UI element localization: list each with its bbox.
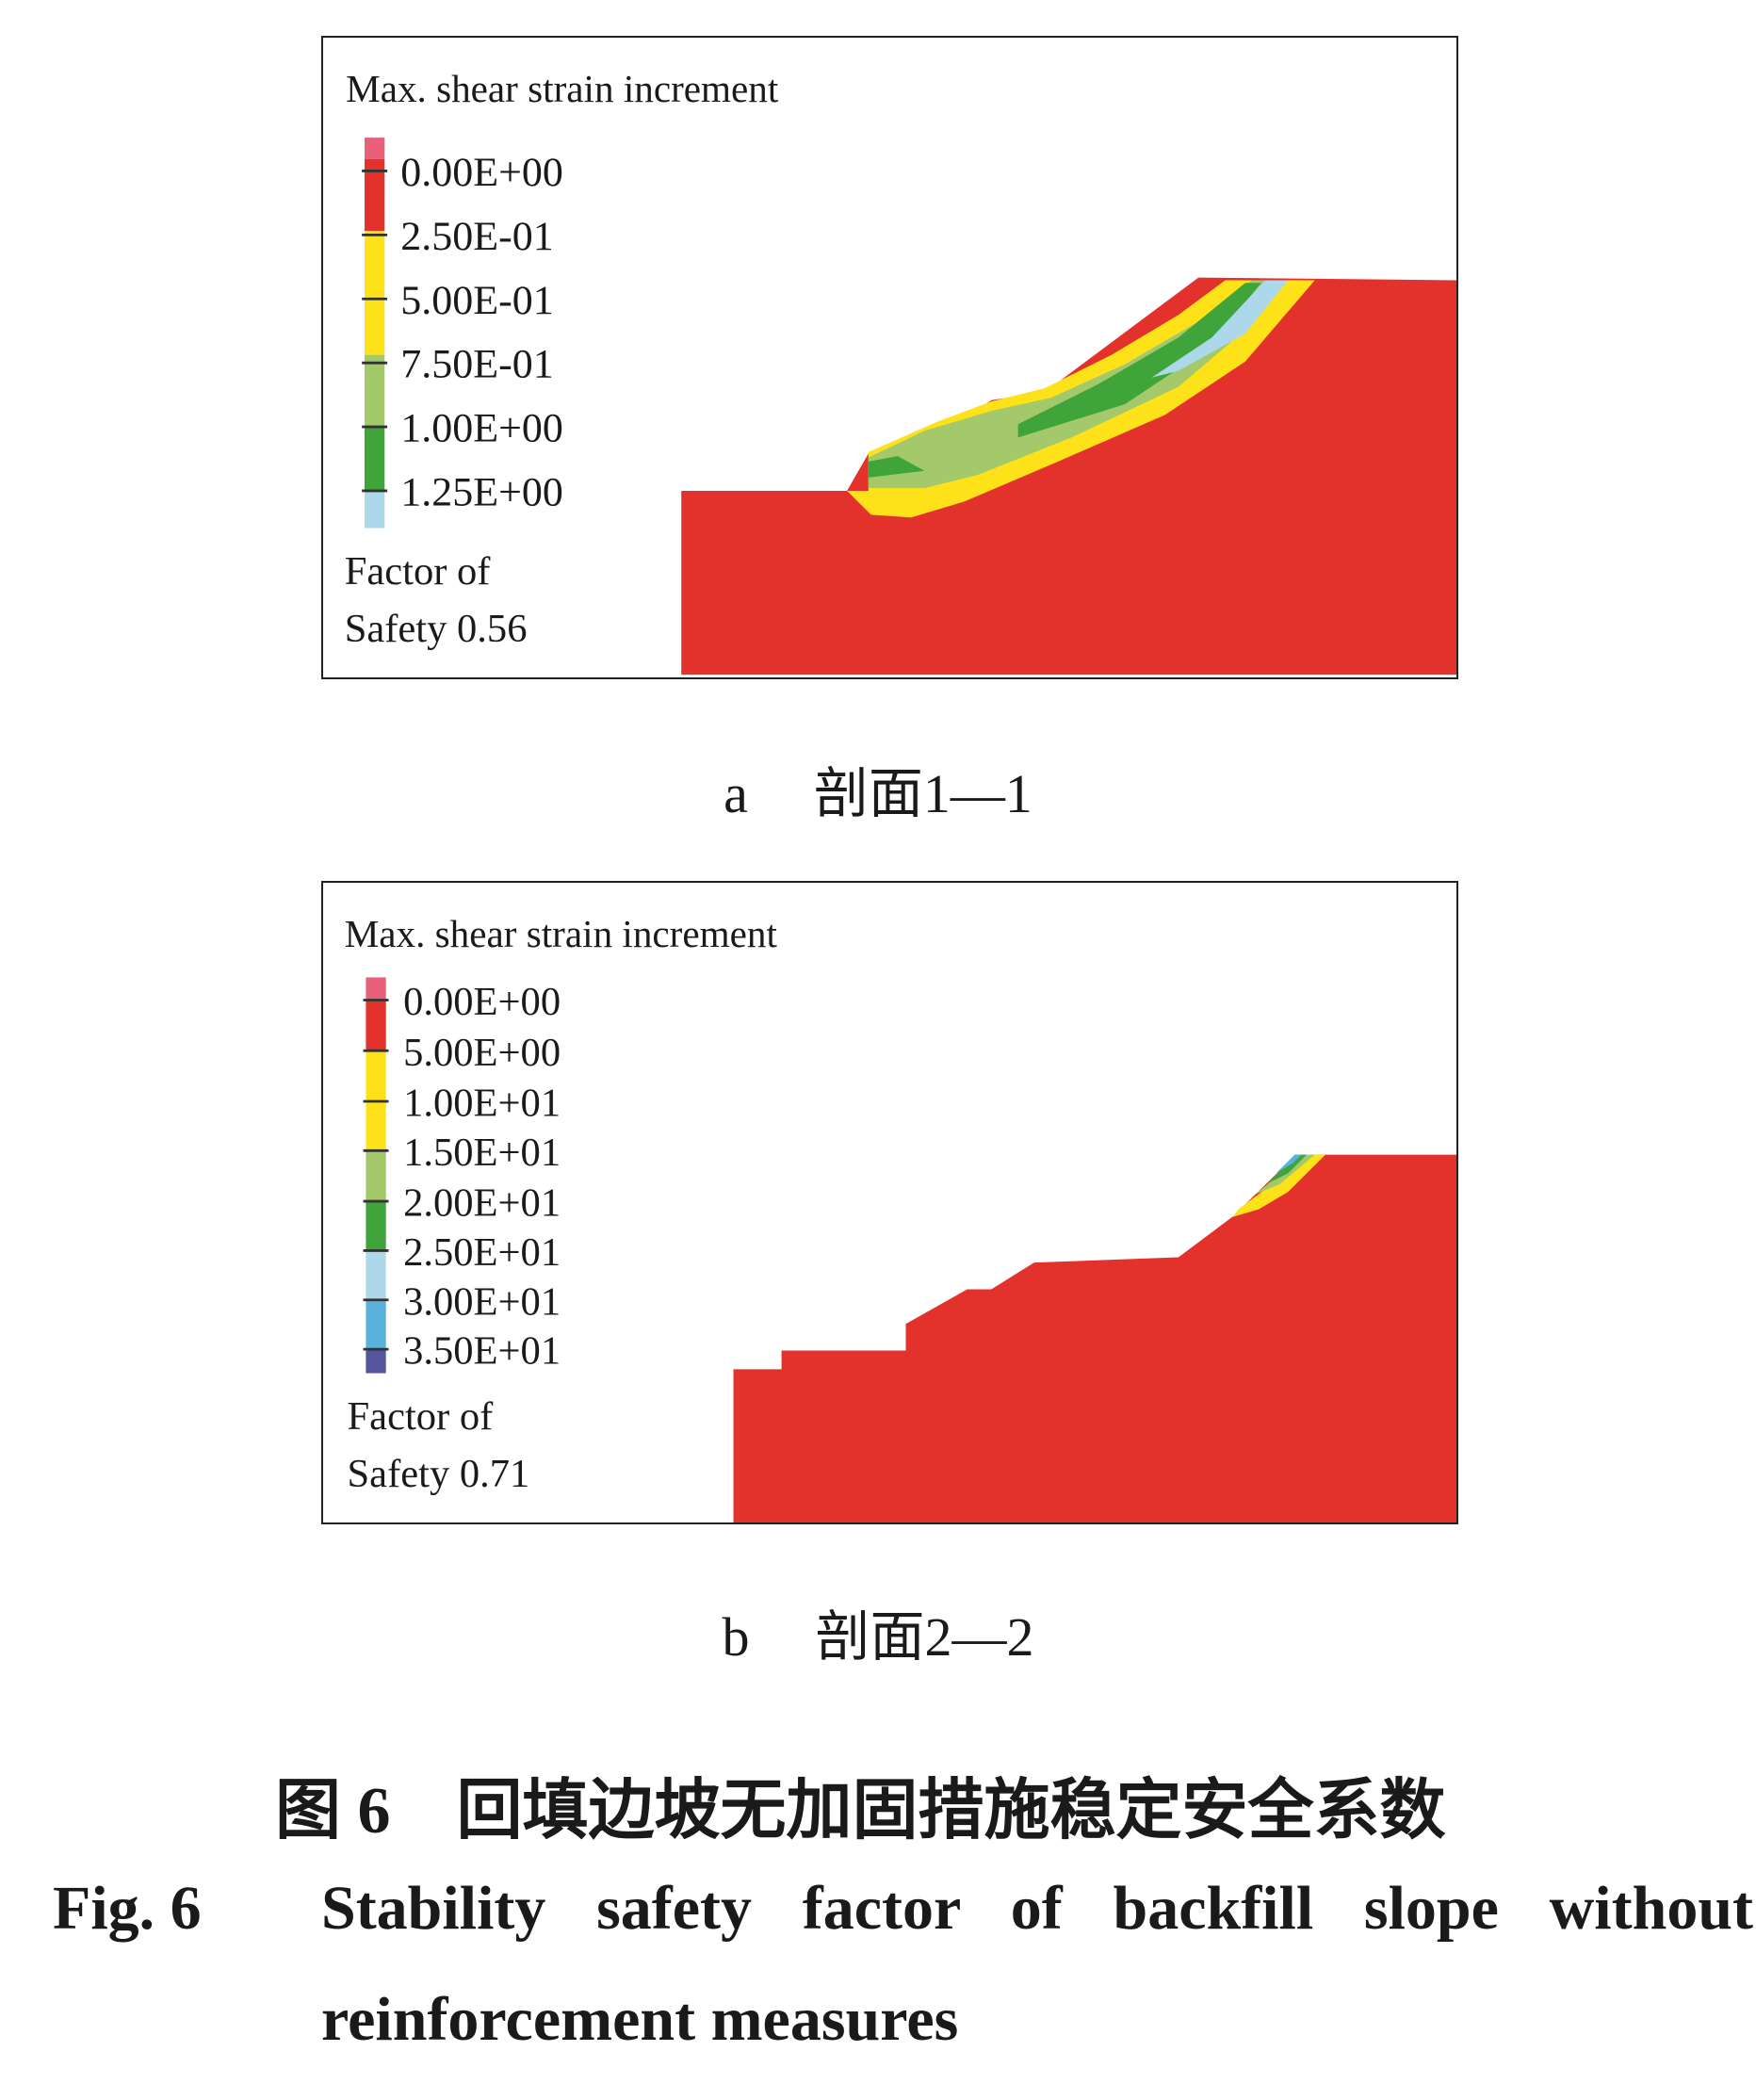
- legend-label: 1.00E+00: [400, 406, 563, 451]
- caption-b: b 剖面2—2: [0, 1592, 1756, 1671]
- panel-a-section-1-1: Max. shear strain increment 0.00E+00 2.5…: [321, 36, 1458, 679]
- legend-swatch-light-blue: [366, 1250, 386, 1300]
- figure-number-en: Fig. 6: [53, 1874, 202, 1943]
- figure-title-en-line1: Stability safety factor of backfill slop…: [321, 1874, 1753, 1943]
- figure-title-en-line2: reinforcement measures: [321, 1985, 959, 2054]
- slope-plot-b: Max. shear strain increment 0.00E+00 5.0…: [345, 912, 1456, 1522]
- figure-title-chinese: 图 6 回填边坡无加固措施稳定安全系数: [275, 1757, 1446, 1852]
- legend-label: 0.00E+00: [400, 150, 563, 195]
- factor-of-safety-value: Safety 0.56: [345, 607, 528, 651]
- caption-text: 剖面2—2: [815, 1606, 1034, 1668]
- legend-swatch-pink: [366, 977, 386, 1001]
- legend-swatch-light-blue: [364, 492, 385, 529]
- legend-swatch-light-green: [364, 354, 385, 426]
- legend-swatch-green: [364, 425, 385, 493]
- slope-contour: [681, 277, 1456, 676]
- legend-label: 2.50E-01: [400, 214, 553, 259]
- legend-swatch-red: [364, 158, 385, 232]
- legend-title: Max. shear strain increment: [346, 67, 779, 110]
- legend-label: 3.00E+01: [403, 1279, 561, 1324]
- caption-letter: b: [722, 1606, 750, 1668]
- legend-label: 2.50E+01: [403, 1230, 561, 1275]
- legend-swatch-yellow: [364, 231, 385, 355]
- legend-label: 5.00E+00: [403, 1031, 561, 1075]
- legend-colorbar: [362, 138, 388, 529]
- figure-number-cn: 图 6: [275, 1775, 391, 1848]
- slope-contour: [733, 1154, 1456, 1522]
- caption-a: a 剖面1—1: [0, 749, 1756, 828]
- legend-label: 3.50E+01: [403, 1329, 561, 1374]
- slope-plot-a: Max. shear strain increment 0.00E+00 2.5…: [345, 67, 1456, 676]
- legend-title: Max. shear strain increment: [345, 912, 778, 955]
- panel-b-section-2-2: Max. shear strain increment 0.00E+00 5.0…: [321, 881, 1458, 1524]
- factor-of-safety-value: Safety 0.71: [348, 1452, 530, 1496]
- legend-label: 5.00E-01: [400, 278, 553, 323]
- legend-label: 2.00E+01: [403, 1181, 561, 1226]
- caption-text: 剖面1—1: [813, 763, 1032, 824]
- legend-swatch-pink: [364, 138, 385, 159]
- factor-of-safety-label: Factor of: [348, 1394, 495, 1439]
- figure-title-cn: 回填边坡无加固措施稳定安全系数: [456, 1775, 1446, 1848]
- legend-label: 1.50E+01: [403, 1131, 561, 1175]
- legend-swatch-light-green: [366, 1150, 386, 1202]
- legend-label: 0.00E+00: [403, 980, 561, 1024]
- legend-swatch-blue: [366, 1299, 386, 1350]
- caption-letter: a: [724, 763, 748, 824]
- legend-label: 7.50E-01: [400, 342, 553, 387]
- factor-of-safety-label: Factor of: [345, 549, 492, 594]
- legend-swatch-green: [366, 1201, 386, 1251]
- legend-label: 1.25E+00: [400, 470, 563, 515]
- legend-colorbar: [363, 977, 389, 1374]
- legend-label: 1.00E+01: [403, 1082, 561, 1126]
- legend-swatch-red: [366, 1000, 386, 1051]
- legend-swatch-dark-blue: [366, 1349, 386, 1374]
